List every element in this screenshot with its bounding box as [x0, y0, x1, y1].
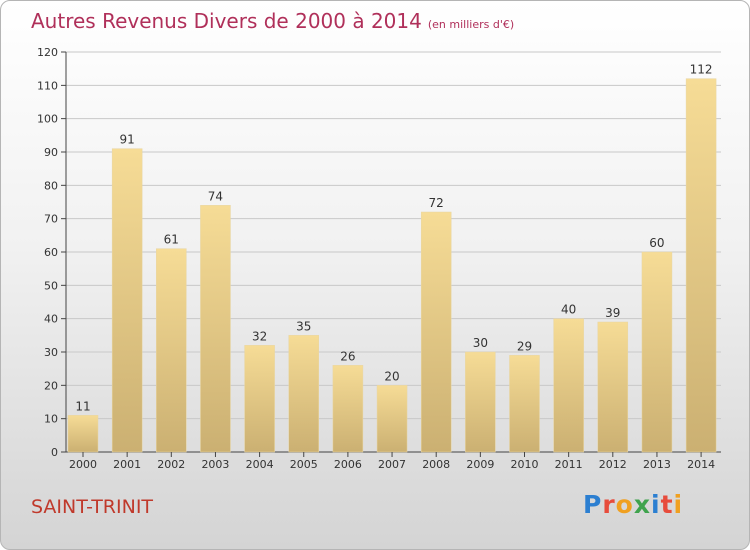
bar-value-label: 26 — [340, 349, 355, 363]
bar — [420, 211, 452, 453]
x-tick-label: 2013 — [643, 458, 671, 471]
x-tick-label: 2002 — [157, 458, 185, 471]
y-tick-label: 0 — [51, 446, 58, 459]
bar-value-label: 35 — [296, 319, 311, 333]
bar — [332, 365, 364, 453]
x-tick-label: 2008 — [422, 458, 450, 471]
x-tick-label: 2007 — [378, 458, 406, 471]
logo-letter: t — [660, 490, 674, 519]
commune-name: SAINT-TRINIT — [31, 496, 154, 518]
bar — [111, 148, 143, 453]
x-tick-label: 2001 — [113, 458, 141, 471]
logo-letter: o — [615, 490, 634, 519]
bar — [597, 321, 629, 453]
logo-letter: r — [602, 490, 616, 519]
x-tick-label: 2003 — [201, 458, 229, 471]
x-tick-label: 2006 — [334, 458, 362, 471]
bar — [67, 415, 99, 453]
logo-letter: P — [583, 490, 603, 519]
bar — [685, 78, 717, 453]
y-tick-label: 80 — [44, 179, 58, 192]
y-tick-label: 50 — [44, 279, 58, 292]
bar-value-label: 30 — [473, 336, 488, 350]
bar — [200, 205, 231, 453]
chart-subtitle: (en milliers d'€) — [427, 18, 515, 31]
x-tick-label: 2014 — [687, 458, 715, 471]
chart-title-text: Autres Revenus Divers de 2000 à 2014 — [31, 9, 422, 33]
bar-value-label: 40 — [561, 303, 576, 317]
bar-value-label: 112 — [690, 63, 713, 77]
bar — [288, 335, 319, 453]
y-tick-label: 60 — [44, 246, 58, 259]
bar-value-label: 74 — [208, 189, 223, 203]
bar — [641, 251, 673, 453]
y-tick-label: 70 — [44, 213, 58, 226]
x-tick-label: 2005 — [290, 458, 318, 471]
bar-value-label: 72 — [429, 196, 444, 210]
x-tick-label: 2009 — [466, 458, 494, 471]
y-tick-label: 20 — [44, 379, 58, 392]
bar — [509, 355, 540, 453]
logo-letter: i — [673, 490, 684, 519]
y-tick-label: 40 — [44, 313, 58, 326]
y-tick-label: 110 — [37, 79, 58, 92]
y-tick-label: 120 — [37, 46, 58, 59]
bar — [465, 351, 496, 453]
logo-letter: i — [651, 490, 661, 519]
bar-value-label: 39 — [605, 306, 620, 320]
y-tick-label: 10 — [44, 413, 58, 426]
bar-value-label: 11 — [75, 399, 90, 413]
bar — [553, 318, 584, 453]
bar — [244, 345, 275, 453]
bar — [156, 248, 187, 453]
bar-value-label: 60 — [649, 236, 664, 250]
proxiti-logo: Proxiti — [583, 490, 683, 519]
logo-letter: x — [633, 490, 651, 519]
x-tick-label: 2010 — [511, 458, 539, 471]
x-tick-label: 2004 — [246, 458, 274, 471]
y-tick-label: 90 — [44, 146, 58, 159]
y-tick-label: 30 — [44, 346, 58, 359]
y-tick-label: 100 — [37, 113, 58, 126]
bar-value-label: 61 — [164, 233, 179, 247]
bar-value-label: 29 — [517, 339, 532, 353]
bar-value-label: 91 — [120, 133, 135, 147]
x-tick-label: 2000 — [69, 458, 97, 471]
chart-title: Autres Revenus Divers de 2000 à 2014 (en … — [31, 9, 514, 33]
bar-value-label: 20 — [384, 369, 399, 383]
x-tick-label: 2012 — [599, 458, 627, 471]
bar-value-label: 32 — [252, 329, 267, 343]
bar — [376, 385, 408, 453]
x-tick-label: 2011 — [555, 458, 583, 471]
